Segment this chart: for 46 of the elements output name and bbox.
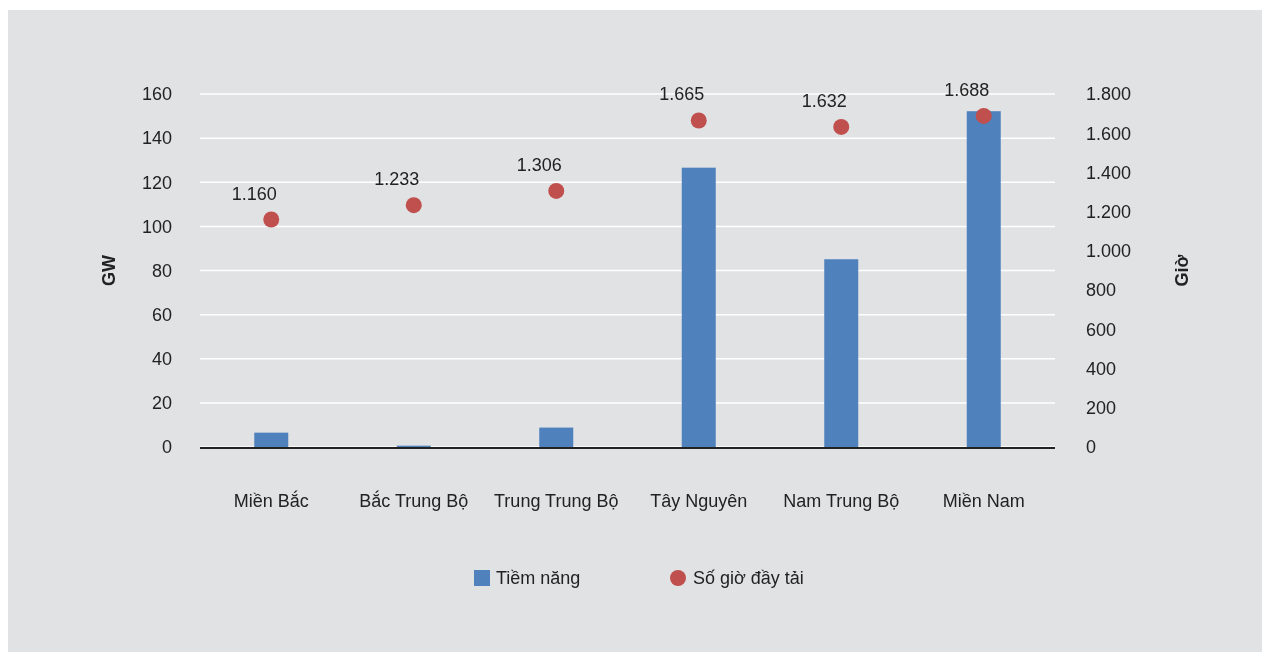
y2-tick-label: 600 [1086,319,1117,340]
y2-tick-label: 1.000 [1086,241,1132,262]
bar [539,427,574,447]
legend-label: Tiềm năng [496,568,581,589]
y-tick-label: 80 [151,260,172,281]
y-tick-label: 20 [151,393,172,414]
y-tick-label: 100 [141,216,172,237]
data-label: 1.688 [944,79,990,100]
point [975,107,992,124]
y-tick-label: 0 [161,437,172,458]
bar [254,432,289,447]
data-label: 1.306 [516,154,562,175]
y2-tick-label: 1.400 [1086,162,1132,183]
point [405,197,422,214]
point [833,118,850,135]
x-tick-label: Tây Nguyên [650,491,748,511]
y-axis-title: GW [99,255,119,286]
y-tick-label: 160 [141,84,172,105]
y-tick-label: 40 [151,349,172,370]
y2-tick-label: 1.800 [1086,84,1132,105]
y2-tick-label: 1.600 [1086,123,1132,144]
point [263,211,280,228]
y-tick-label: 140 [141,128,172,149]
point [548,182,565,199]
bar [824,259,859,447]
y2-tick-label: 400 [1086,358,1117,379]
y2-tick-label: 1.200 [1086,201,1132,222]
y2-axis-title: Giờ [1172,254,1192,287]
data-label: 1.665 [659,84,705,105]
y2-tick-label: 0 [1086,437,1097,458]
data-label: 1.233 [374,169,420,190]
data-label: 1.632 [801,90,847,111]
y-tick-label: 60 [151,304,172,325]
y2-tick-label: 200 [1086,398,1117,419]
y-tick-label: 120 [141,172,172,193]
bar [681,167,716,447]
x-tick-label: Miền Bắc [233,490,309,511]
x-tick-label: Bắc Trung Bộ [359,490,469,511]
x-tick-label: Miền Nam [942,491,1025,511]
bar [966,111,1001,447]
legend-label: Số giờ đầy tải [693,568,804,589]
data-label: 1.160 [231,183,277,204]
y2-tick-label: 800 [1086,280,1117,301]
x-tick-label: Nam Trung Bộ [783,491,900,511]
x-tick-label: Trung Trung Bộ [494,491,619,511]
point [690,112,707,129]
